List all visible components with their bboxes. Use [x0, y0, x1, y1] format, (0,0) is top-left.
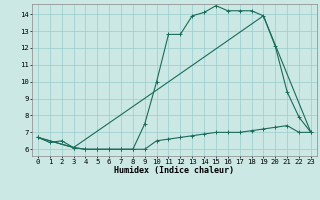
X-axis label: Humidex (Indice chaleur): Humidex (Indice chaleur): [115, 166, 234, 175]
